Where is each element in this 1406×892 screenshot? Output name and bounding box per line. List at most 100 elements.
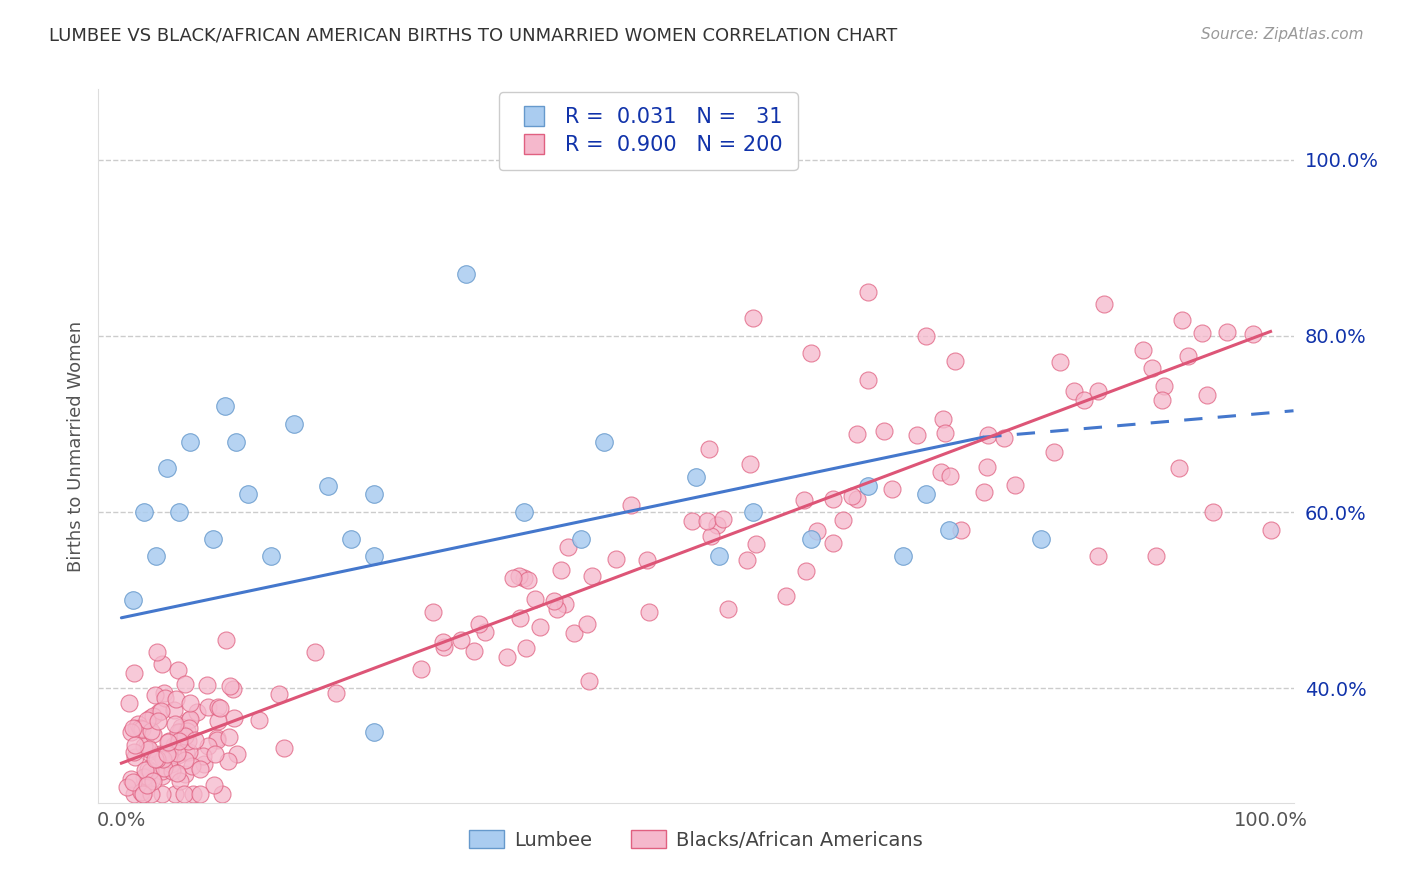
Point: [135, 778, 157, 792]
Point: [177, 734, 200, 748]
Point: [1197, 388, 1219, 402]
Point: [167, 725, 190, 739]
Point: [422, 605, 444, 619]
Point: [943, 353, 966, 368]
Point: [139, 764, 162, 778]
Point: [1073, 392, 1095, 407]
Point: [546, 601, 568, 615]
Point: [165, 691, 187, 706]
Point: [211, 787, 233, 801]
Point: [149, 747, 172, 761]
Point: [450, 632, 472, 647]
Point: [135, 714, 157, 728]
Point: [914, 329, 936, 343]
Point: [474, 625, 496, 640]
Point: [131, 785, 153, 799]
Point: [508, 569, 530, 583]
Point: [167, 663, 190, 677]
Point: [139, 787, 162, 801]
Point: [529, 619, 551, 633]
Point: [841, 489, 863, 503]
Point: [495, 649, 517, 664]
Point: [517, 574, 540, 588]
Point: [127, 717, 149, 731]
Point: [697, 442, 720, 457]
Point: [363, 549, 385, 563]
Point: [134, 739, 156, 754]
Point: [932, 412, 955, 426]
Point: [976, 459, 998, 474]
Point: [163, 717, 186, 731]
Point: [143, 688, 166, 702]
Point: [973, 485, 995, 500]
Point: [858, 373, 880, 387]
Point: [207, 714, 229, 728]
Point: [124, 750, 146, 764]
Point: [433, 640, 456, 655]
Point: [169, 774, 191, 789]
Point: [717, 601, 740, 615]
Point: [135, 739, 157, 753]
Point: [166, 747, 188, 761]
Point: [124, 739, 146, 753]
Point: [177, 746, 200, 760]
Point: [146, 714, 169, 728]
Point: [515, 641, 537, 656]
Point: [188, 762, 211, 776]
Point: [1087, 549, 1109, 563]
Point: [167, 505, 190, 519]
Point: [205, 731, 228, 746]
Point: [145, 549, 167, 563]
Point: [132, 779, 155, 793]
Point: [823, 491, 845, 506]
Point: [131, 787, 153, 801]
Point: [174, 753, 197, 767]
Point: [938, 523, 960, 537]
Point: [222, 681, 245, 696]
Point: [707, 549, 730, 563]
Point: [1132, 343, 1154, 358]
Point: [882, 483, 904, 497]
Point: [858, 478, 880, 492]
Point: [160, 756, 183, 771]
Point: [136, 762, 159, 776]
Point: [1177, 349, 1199, 363]
Point: [204, 747, 226, 761]
Point: [696, 514, 718, 528]
Point: [160, 764, 183, 778]
Point: [846, 491, 869, 506]
Point: [179, 434, 201, 449]
Point: [129, 721, 152, 735]
Point: [197, 739, 219, 753]
Point: [581, 569, 603, 583]
Point: [184, 732, 207, 747]
Point: [873, 424, 896, 438]
Point: [1004, 477, 1026, 491]
Point: [150, 747, 173, 762]
Point: [557, 540, 579, 554]
Point: [179, 713, 201, 727]
Point: [122, 746, 145, 760]
Point: [273, 741, 295, 756]
Point: [197, 678, 219, 692]
Point: [207, 699, 229, 714]
Point: [605, 552, 627, 566]
Point: [236, 487, 259, 501]
Point: [950, 523, 973, 537]
Point: [793, 493, 815, 508]
Point: [159, 751, 181, 765]
Point: [1153, 379, 1175, 393]
Point: [157, 734, 180, 748]
Point: [524, 591, 547, 606]
Point: [993, 430, 1015, 444]
Point: [735, 552, 758, 566]
Point: [1029, 532, 1052, 546]
Point: [846, 426, 869, 441]
Point: [1144, 549, 1167, 563]
Point: [205, 732, 228, 747]
Point: [620, 498, 643, 512]
Point: [122, 665, 145, 680]
Point: [1216, 325, 1239, 339]
Point: [1167, 461, 1189, 475]
Point: [214, 400, 236, 414]
